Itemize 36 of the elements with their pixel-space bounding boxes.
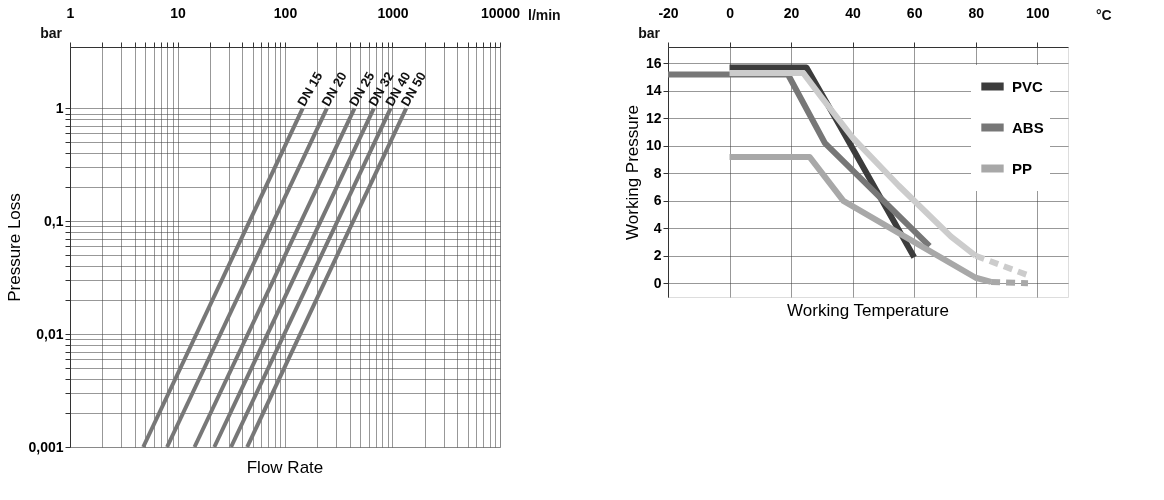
y-tick-label: 0,001 xyxy=(28,438,64,455)
legend-label: PVC xyxy=(1012,77,1044,95)
y-tick-label: 6 xyxy=(653,192,662,209)
y-tick-label: 14 xyxy=(645,82,662,99)
x-tick-label: 10000 xyxy=(481,4,521,21)
x-tick-label: -20 xyxy=(658,4,679,21)
x-tick-label: 1000 xyxy=(377,4,409,21)
y-tick-label: 0,1 xyxy=(44,212,64,229)
x-tick-label: 100 xyxy=(1026,4,1050,21)
legend-label: PP xyxy=(1012,159,1033,177)
x-tick-label: 0 xyxy=(726,4,735,21)
text: l/min xyxy=(528,7,561,23)
y-tick-label: 4 xyxy=(653,219,662,236)
y-axis-title: Working Pressure xyxy=(622,105,642,240)
x-tick-label: 20 xyxy=(783,4,800,21)
text: bar xyxy=(40,25,63,41)
y-tick-label: 10 xyxy=(645,137,662,154)
y-axis-title: Pressure Loss xyxy=(5,193,25,302)
y-tick-label: 16 xyxy=(645,54,662,71)
y-tick-label: 8 xyxy=(653,164,662,181)
y-tick-label: 2 xyxy=(653,247,662,264)
y-tick-label: 1 xyxy=(55,99,64,116)
x-tick-label: 10 xyxy=(170,4,186,21)
text: °C xyxy=(1096,7,1112,23)
y-tick-label: 12 xyxy=(645,109,662,126)
text: bar xyxy=(638,25,661,41)
y-tick-label: 0,01 xyxy=(36,325,64,342)
x-axis-title: Working Temperature xyxy=(787,301,949,320)
x-tick-label: 60 xyxy=(906,4,923,21)
x-tick-label: 40 xyxy=(845,4,862,21)
legend-label: ABS xyxy=(1012,118,1044,136)
y-tick-label: 0 xyxy=(653,274,662,291)
x-axis-title: Flow Rate xyxy=(246,458,324,477)
x-tick-label: 100 xyxy=(273,4,298,21)
x-tick-label: 1 xyxy=(66,4,75,21)
x-tick-label: 80 xyxy=(968,4,985,21)
